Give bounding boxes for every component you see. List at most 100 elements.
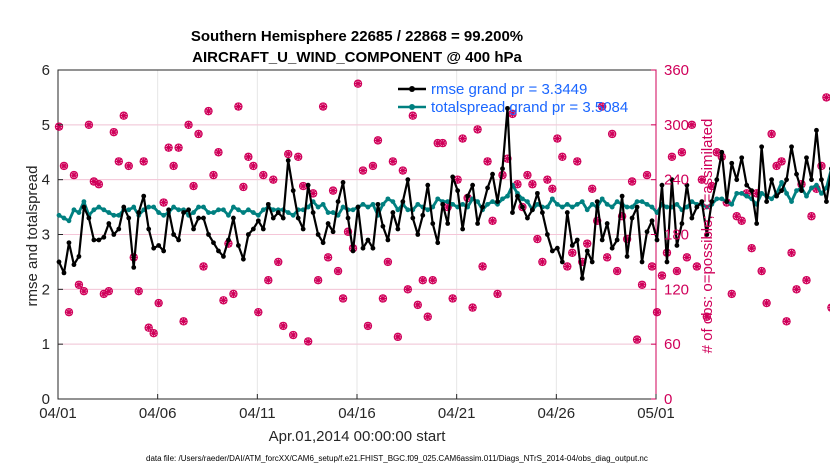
rmse-point bbox=[724, 199, 730, 205]
x-tick-label: 04/26 bbox=[538, 405, 576, 422]
rmse-point bbox=[510, 210, 515, 215]
rmse-point bbox=[201, 215, 206, 221]
totalspread-point bbox=[520, 196, 525, 202]
rmse-point bbox=[505, 105, 510, 111]
totalspread-point bbox=[235, 207, 241, 213]
totalspread-point bbox=[814, 182, 819, 188]
rmse-point bbox=[709, 199, 715, 205]
obs-assimilated-marker bbox=[787, 248, 796, 257]
totalspread-point bbox=[475, 199, 480, 205]
totalspread-point bbox=[76, 210, 82, 215]
totalspread-point bbox=[250, 210, 256, 215]
obs-assimilated-marker bbox=[483, 157, 492, 166]
rmse-point bbox=[544, 232, 550, 237]
rmse-point bbox=[315, 232, 321, 237]
y2-tick-label: 0 bbox=[664, 391, 672, 408]
rmse-point bbox=[714, 177, 720, 183]
totalspread-point bbox=[405, 207, 411, 213]
obs-assimilated-marker bbox=[438, 139, 447, 147]
rmse-point bbox=[624, 254, 630, 259]
totalspread-point bbox=[684, 204, 690, 210]
totalspread-point bbox=[330, 210, 336, 215]
y-tick-label: 4 bbox=[42, 172, 50, 189]
y-tick-label: 2 bbox=[42, 281, 50, 298]
obs-assimilated-marker bbox=[70, 171, 78, 179]
totalspread-point bbox=[91, 207, 97, 213]
obs-assimilated-marker bbox=[179, 317, 188, 326]
legend-rmse-marker bbox=[409, 86, 415, 92]
rmse-point bbox=[385, 237, 391, 243]
totalspread-point bbox=[385, 196, 391, 202]
obs-assimilated-marker bbox=[249, 162, 258, 170]
rmse-point bbox=[365, 237, 371, 243]
totalspread-point bbox=[744, 193, 750, 199]
obs-assimilated-marker bbox=[478, 262, 487, 271]
totalspread-point bbox=[789, 199, 794, 205]
rmse-point bbox=[141, 193, 147, 199]
totalspread-point bbox=[574, 201, 580, 207]
rmse-point bbox=[325, 221, 331, 226]
obs-assimilated-marker bbox=[339, 294, 347, 303]
rmse-point bbox=[290, 188, 296, 194]
rmse-point bbox=[146, 226, 152, 232]
chart-title-line1: Southern Hemisphere 22685 / 22868 = 99.2… bbox=[191, 28, 523, 45]
rmse-point bbox=[66, 240, 72, 246]
obs-assimilated-marker bbox=[214, 148, 223, 157]
rmse-point bbox=[285, 158, 291, 163]
totalspread-point bbox=[674, 201, 680, 207]
obs-assimilated-marker bbox=[279, 322, 288, 330]
obs-assimilated-marker bbox=[822, 93, 830, 102]
obs-assimilated-marker bbox=[528, 180, 537, 189]
rmse-point bbox=[619, 193, 625, 199]
rmse-point bbox=[609, 245, 615, 251]
rmse-point bbox=[689, 215, 695, 221]
totalspread-point bbox=[569, 204, 575, 210]
rmse-point bbox=[131, 265, 137, 270]
obs-assimilated-marker bbox=[648, 262, 656, 271]
rmse-point bbox=[151, 245, 157, 251]
obs-assimilated-marker bbox=[643, 171, 651, 179]
y2-tick-label: 180 bbox=[664, 227, 689, 244]
rmse-point bbox=[171, 232, 177, 237]
obs-assimilated-marker bbox=[523, 171, 532, 179]
obs-assimilated-marker bbox=[359, 166, 367, 175]
rmse-point bbox=[136, 210, 142, 215]
obs-assimilated-marker bbox=[683, 253, 691, 262]
obs-assimilated-marker bbox=[747, 244, 756, 253]
obs-assimilated-marker bbox=[493, 290, 502, 298]
totalspread-point bbox=[390, 199, 396, 205]
rmse-point bbox=[370, 245, 376, 251]
rmse-point bbox=[749, 188, 755, 194]
totalspread-point bbox=[639, 199, 645, 205]
obs-assimilated-marker bbox=[653, 308, 661, 316]
obs-assimilated-marker bbox=[409, 111, 417, 120]
totalspread-point bbox=[66, 218, 72, 224]
obs-assimilated-marker bbox=[732, 212, 741, 221]
rmse-point bbox=[534, 190, 540, 196]
rmse-point bbox=[280, 215, 286, 221]
rmse-point bbox=[734, 177, 740, 183]
rmse-point bbox=[764, 199, 770, 205]
rmse-point bbox=[375, 201, 381, 207]
x-tick-labels: 04/01 04/06 04/11 04/16 04/21 04/26 05/01 bbox=[39, 394, 675, 422]
totalspread-point bbox=[604, 201, 610, 207]
rmse-point bbox=[126, 215, 132, 221]
totalspread-point bbox=[260, 207, 266, 213]
totalspread-point bbox=[116, 212, 122, 218]
obs-assimilated-marker bbox=[384, 258, 392, 266]
rmse-point bbox=[629, 215, 635, 221]
obs-assimilated-marker bbox=[114, 157, 123, 166]
obs-assimilated-marker bbox=[588, 185, 597, 193]
obs-assimilated-marker bbox=[737, 216, 746, 225]
y-axis-label: rmse and totalspread bbox=[24, 166, 41, 307]
rmse-point bbox=[579, 275, 585, 281]
rmse-point bbox=[355, 204, 361, 210]
obs-assimilated-marker bbox=[364, 322, 372, 330]
rmse-point bbox=[275, 210, 281, 215]
totalspread-point bbox=[500, 196, 505, 202]
totalspread-point bbox=[216, 207, 221, 213]
y-tick-label: 3 bbox=[42, 227, 50, 244]
obs-assimilated-marker bbox=[189, 182, 198, 190]
obs-assimilated-marker bbox=[124, 162, 133, 170]
